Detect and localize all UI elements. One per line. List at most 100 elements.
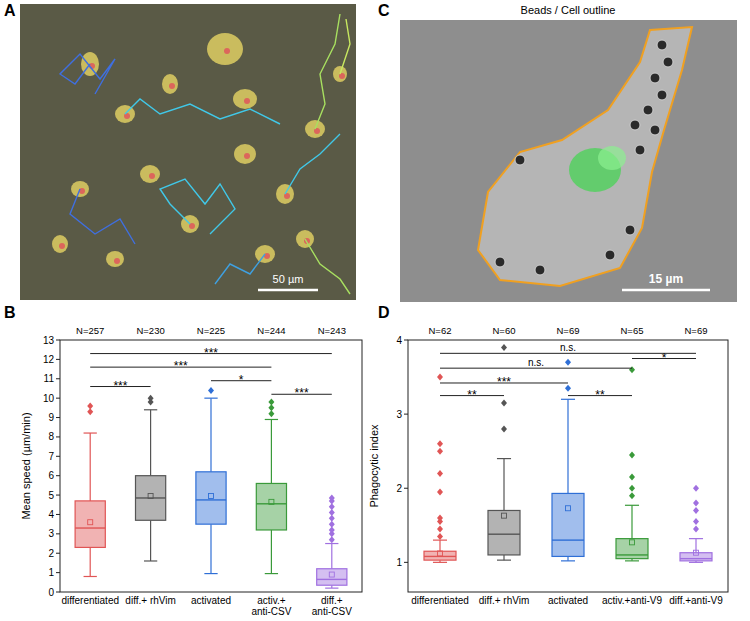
box bbox=[424, 551, 456, 560]
cell-nucleus bbox=[264, 253, 270, 259]
n-label: N=243 bbox=[318, 325, 346, 336]
cell-outline bbox=[478, 27, 692, 286]
outlier bbox=[437, 440, 443, 447]
fluorescence bbox=[598, 146, 626, 170]
median bbox=[552, 539, 584, 540]
tick-label: 2 bbox=[396, 483, 402, 494]
outlier bbox=[437, 514, 443, 521]
median bbox=[75, 527, 105, 528]
bead bbox=[650, 125, 660, 135]
image-panel-a: 50 µm bbox=[20, 4, 356, 300]
significance-label: ** bbox=[595, 388, 605, 402]
category-label: activ.+anti-CSV bbox=[251, 595, 291, 617]
bead bbox=[643, 105, 653, 115]
whisker bbox=[210, 398, 211, 472]
significance-label: n.s. bbox=[560, 342, 576, 353]
trajectory bbox=[305, 239, 350, 294]
panel-label: A bbox=[4, 2, 16, 19]
whisker bbox=[439, 540, 440, 551]
whisker-cap bbox=[144, 409, 157, 410]
trajectory bbox=[70, 189, 135, 244]
n-label: N=62 bbox=[429, 325, 452, 336]
outlier bbox=[693, 526, 699, 533]
mean bbox=[269, 499, 274, 504]
scale-bar bbox=[258, 289, 318, 292]
whisker bbox=[90, 547, 91, 576]
cell-nucleus bbox=[224, 48, 230, 54]
panel-label: B bbox=[4, 304, 16, 321]
tick bbox=[56, 359, 60, 360]
category-label-line: diff.+ bbox=[321, 595, 343, 606]
cell bbox=[52, 235, 68, 253]
cell bbox=[207, 33, 243, 65]
box bbox=[616, 539, 648, 559]
tick-label: 0 bbox=[48, 587, 54, 598]
outlier bbox=[437, 533, 443, 540]
box-chart: 012345678910111213Mean speed (µm/min)N=2… bbox=[20, 325, 362, 617]
significance-label: *** bbox=[113, 379, 127, 393]
tick bbox=[56, 533, 60, 534]
category-label: activated bbox=[548, 595, 588, 606]
box bbox=[256, 483, 286, 530]
bead bbox=[663, 57, 673, 67]
significance-label: *** bbox=[174, 359, 188, 373]
mean bbox=[148, 494, 153, 499]
cell-nucleus bbox=[114, 258, 120, 264]
tick bbox=[56, 475, 60, 476]
tick-label: 5 bbox=[48, 490, 54, 501]
n-label: N=257 bbox=[76, 325, 104, 336]
outlier bbox=[693, 500, 699, 507]
cell bbox=[162, 74, 178, 94]
whisker-cap bbox=[561, 560, 575, 561]
whisker bbox=[90, 433, 91, 501]
n-label: N=69 bbox=[685, 325, 708, 336]
tick bbox=[56, 436, 60, 437]
outlier bbox=[87, 402, 93, 409]
box bbox=[75, 501, 105, 548]
box bbox=[136, 476, 166, 521]
cell bbox=[233, 89, 257, 109]
whisker bbox=[331, 544, 332, 569]
trajectory bbox=[340, 19, 350, 74]
whisker-cap bbox=[561, 399, 575, 400]
tick bbox=[56, 398, 60, 399]
mean bbox=[438, 551, 443, 556]
tick-label: 12 bbox=[43, 354, 55, 365]
n-label: N=230 bbox=[136, 325, 164, 336]
tick-label: 3 bbox=[48, 528, 54, 539]
image-background bbox=[400, 20, 737, 302]
tick-label: 4 bbox=[396, 335, 402, 346]
whisker-cap bbox=[144, 560, 157, 561]
whisker bbox=[631, 505, 632, 538]
whisker-cap bbox=[433, 562, 447, 563]
mean bbox=[502, 513, 507, 518]
tick-label: 8 bbox=[48, 431, 54, 442]
tick bbox=[404, 414, 408, 415]
whisker-cap bbox=[204, 573, 217, 574]
whisker-cap bbox=[84, 432, 97, 433]
whisker-cap bbox=[325, 588, 338, 589]
tick bbox=[56, 378, 60, 379]
category-label: diff.+anti-CSV bbox=[312, 595, 352, 617]
trajectory bbox=[285, 134, 340, 194]
panel-label: D bbox=[378, 304, 390, 321]
outlier bbox=[693, 518, 699, 525]
mean bbox=[88, 520, 93, 525]
tick-label: 10 bbox=[43, 393, 55, 404]
outlier bbox=[629, 451, 635, 458]
n-label: N=60 bbox=[493, 325, 516, 336]
category-label: diff.+ rhVim bbox=[125, 595, 176, 606]
tick-label: 2 bbox=[48, 548, 54, 559]
significance-label: *** bbox=[497, 375, 511, 389]
mean bbox=[566, 506, 571, 511]
mean bbox=[630, 540, 635, 545]
tick-label: 11 bbox=[44, 373, 55, 384]
category-label-line: anti-CSV bbox=[251, 606, 291, 617]
outlier bbox=[629, 366, 635, 373]
axis-label: Phagocytic index bbox=[368, 424, 380, 508]
median bbox=[616, 554, 648, 555]
n-label: N=244 bbox=[257, 325, 285, 336]
bead bbox=[515, 155, 525, 165]
significance-label: * bbox=[662, 351, 667, 365]
tick bbox=[404, 562, 408, 563]
